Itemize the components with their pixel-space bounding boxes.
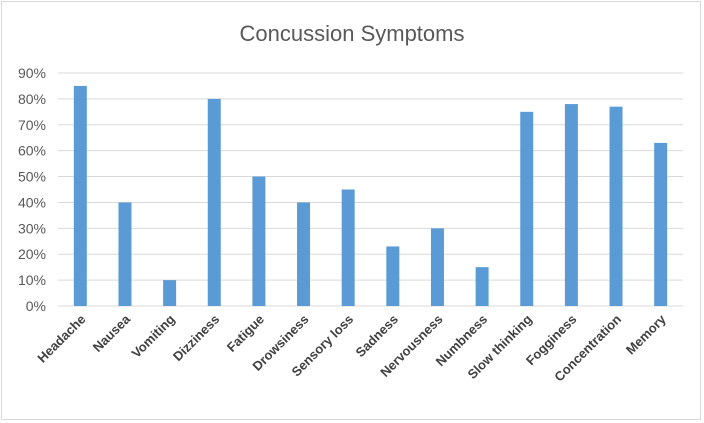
y-tick-label: 60% (18, 143, 46, 159)
bar-numbness (475, 267, 489, 306)
x-tick-label: Memory (623, 311, 669, 357)
bar-sadness (386, 246, 400, 306)
y-tick-label: 40% (18, 194, 46, 210)
y-tick-label: 0% (26, 298, 46, 314)
bar-headache (73, 85, 87, 306)
bar-fogginess (564, 104, 578, 306)
bar-fatigue (252, 176, 266, 306)
x-tick-label: Fatigue (224, 312, 267, 355)
chart-title: Concussion Symptoms (240, 21, 465, 46)
gridlines (58, 72, 683, 307)
x-tick-label: Headache (34, 312, 88, 366)
bar-nervousness (430, 228, 444, 306)
bar-drowsiness (297, 202, 311, 306)
bar-vomiting (163, 280, 177, 306)
y-tick-label: 10% (18, 272, 46, 288)
x-tick-label: Nausea (90, 311, 134, 355)
bar-slow-thinking (520, 111, 534, 306)
y-tick-label: 90% (18, 65, 46, 81)
bar-sensory-loss (341, 189, 355, 306)
bar-concentration (609, 106, 623, 307)
y-tick-label: 70% (18, 117, 46, 133)
y-tick-label: 80% (18, 91, 46, 107)
y-tick-label: 20% (18, 246, 46, 262)
bars (73, 85, 668, 307)
bar-memory (654, 142, 668, 306)
bar-dizziness (207, 98, 221, 306)
y-tick-label: 30% (18, 220, 46, 236)
bar-nausea (118, 202, 132, 306)
y-axis-ticks: 0% 10% 20% 30% 40% 50% 60% 70% 80% 90% (18, 65, 46, 314)
x-tick-label: Dizziness (170, 312, 223, 365)
y-tick-label: 50% (18, 169, 46, 185)
